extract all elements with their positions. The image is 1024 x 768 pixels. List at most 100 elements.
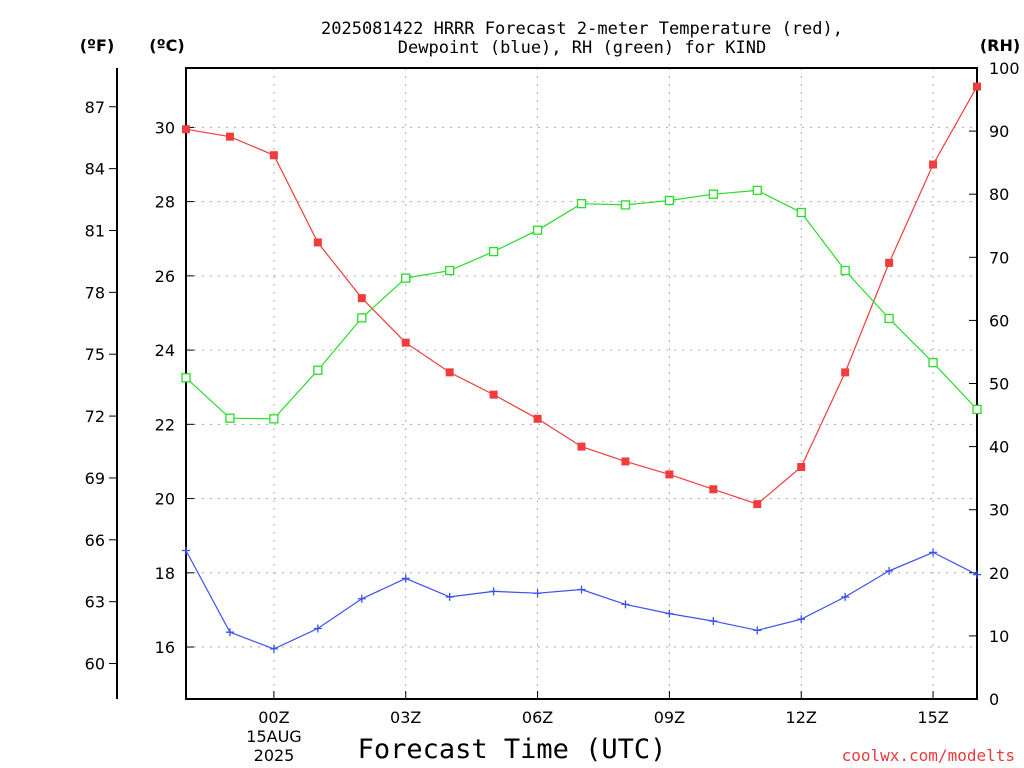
rh-point bbox=[401, 273, 411, 283]
temperature-point bbox=[665, 470, 674, 479]
dewpoint-point bbox=[489, 587, 498, 596]
fahrenheit-tick-label: 87 bbox=[85, 98, 105, 117]
fahrenheit-tick-label: 75 bbox=[85, 345, 105, 364]
x-tick-label: 00Z bbox=[258, 708, 289, 727]
rh-tick-label: 10 bbox=[989, 627, 1009, 646]
temperature-point bbox=[269, 151, 278, 160]
x-tick-label: 09Z bbox=[654, 708, 685, 727]
fahrenheit-tick-label: 60 bbox=[85, 655, 105, 674]
dewpoint-point bbox=[225, 628, 234, 637]
dewpoint-point bbox=[753, 626, 762, 635]
rh-point bbox=[840, 265, 850, 276]
axes: 00Z 03Z 06Z 09Z 12Z 15Z 16 18 20 22 24 26 28 30 0 10 20 3… bbox=[85, 59, 1020, 727]
dewpoint-point bbox=[401, 574, 410, 583]
fahrenheit-tick-label: 78 bbox=[85, 283, 105, 302]
rh-tick-label: 70 bbox=[989, 248, 1009, 267]
celsius-tick-label: 28 bbox=[155, 193, 175, 212]
rh-point bbox=[972, 404, 982, 415]
fahrenheit-tick-label: 72 bbox=[85, 407, 105, 426]
dewpoint-point bbox=[577, 585, 586, 594]
dewpoint-point bbox=[269, 644, 278, 653]
rh-point bbox=[313, 365, 323, 375]
dewpoint-point bbox=[841, 592, 850, 601]
temperature-point bbox=[841, 368, 850, 377]
data-series bbox=[181, 82, 982, 653]
temperature-point bbox=[401, 338, 410, 347]
x-tick-label: 03Z bbox=[390, 708, 421, 727]
rh-point bbox=[928, 358, 938, 368]
rh-point bbox=[181, 373, 191, 383]
temperature-point bbox=[753, 500, 762, 509]
dewpoint-point bbox=[445, 592, 454, 601]
rh-point bbox=[708, 189, 718, 199]
rh-point bbox=[269, 414, 279, 424]
fahrenheit-tick-label: 84 bbox=[85, 160, 105, 179]
rh-tick-label: 90 bbox=[989, 122, 1009, 141]
rh-point bbox=[445, 265, 455, 276]
rh-point bbox=[796, 207, 806, 218]
date-label-year: 2025 bbox=[254, 746, 295, 765]
celsius-tick-label: 20 bbox=[155, 490, 175, 509]
rh-tick-label: 60 bbox=[989, 311, 1009, 330]
dewpoint-line bbox=[185, 550, 978, 650]
dewpoint-point bbox=[929, 548, 938, 557]
rh-point bbox=[576, 199, 587, 209]
rh-line bbox=[185, 189, 978, 420]
temperature-point bbox=[709, 485, 718, 494]
rh-tick-label: 100 bbox=[989, 59, 1020, 78]
temperature-point bbox=[182, 125, 190, 134]
rh-tick-label: 0 bbox=[989, 690, 999, 709]
temperature-point bbox=[577, 442, 586, 451]
dewpoint-point bbox=[665, 609, 674, 618]
celsius-unit-label: (ºC) bbox=[149, 36, 184, 55]
dewpoint-point bbox=[885, 566, 894, 575]
dewpoint-point bbox=[973, 570, 981, 579]
rh-point bbox=[357, 313, 367, 323]
rh-tick-label: 20 bbox=[989, 564, 1009, 583]
temperature-point bbox=[489, 390, 498, 399]
rh-tick-label: 30 bbox=[989, 501, 1009, 520]
celsius-tick-label: 30 bbox=[155, 118, 175, 137]
rh-point bbox=[532, 225, 543, 235]
rh-point bbox=[752, 185, 762, 196]
chart-title-line1: 2025081422 HRRR Forecast 2-meter Tempera… bbox=[321, 19, 843, 39]
fahrenheit-tick-label: 69 bbox=[85, 469, 105, 488]
temperature-point bbox=[973, 82, 981, 91]
grid-lines bbox=[186, 68, 977, 699]
dewpoint-point bbox=[709, 617, 718, 626]
fahrenheit-tick-label: 63 bbox=[85, 593, 105, 612]
rh-point bbox=[664, 195, 675, 206]
rh-point bbox=[488, 246, 499, 257]
temperature-point bbox=[225, 132, 234, 141]
rh-unit-label: (RH) bbox=[980, 36, 1020, 55]
temperature-point bbox=[313, 238, 322, 247]
temperature-point bbox=[929, 160, 938, 169]
temperature-point bbox=[357, 294, 366, 303]
celsius-tick-label: 26 bbox=[155, 267, 175, 286]
rh-point bbox=[225, 413, 235, 423]
x-tick-label: 12Z bbox=[786, 708, 817, 727]
dewpoint-point bbox=[797, 615, 806, 624]
temperature-point bbox=[621, 457, 630, 466]
dewpoint-point bbox=[621, 600, 630, 609]
dewpoint-point bbox=[357, 594, 366, 603]
temperature-line bbox=[185, 86, 978, 505]
celsius-tick-label: 16 bbox=[155, 638, 175, 657]
credit-text: coolwx.com/modelts bbox=[842, 746, 1015, 765]
dewpoint-point bbox=[313, 624, 322, 633]
rh-tick-label: 40 bbox=[989, 438, 1009, 457]
fahrenheit-unit-label: (ºF) bbox=[80, 36, 115, 55]
x-tick-label: 15Z bbox=[917, 708, 948, 727]
x-axis-title: Forecast Time (UTC) bbox=[358, 734, 667, 765]
temperature-point bbox=[533, 414, 542, 423]
temperature-point bbox=[797, 463, 806, 472]
temperature-point bbox=[445, 368, 454, 377]
celsius-tick-label: 24 bbox=[155, 341, 175, 360]
plot-frame bbox=[185, 67, 978, 700]
fahrenheit-tick-label: 81 bbox=[85, 221, 105, 240]
temperature-point bbox=[885, 258, 894, 267]
rh-point bbox=[884, 313, 894, 324]
rh-point bbox=[620, 200, 631, 210]
date-label-day: 15AUG bbox=[246, 727, 301, 746]
